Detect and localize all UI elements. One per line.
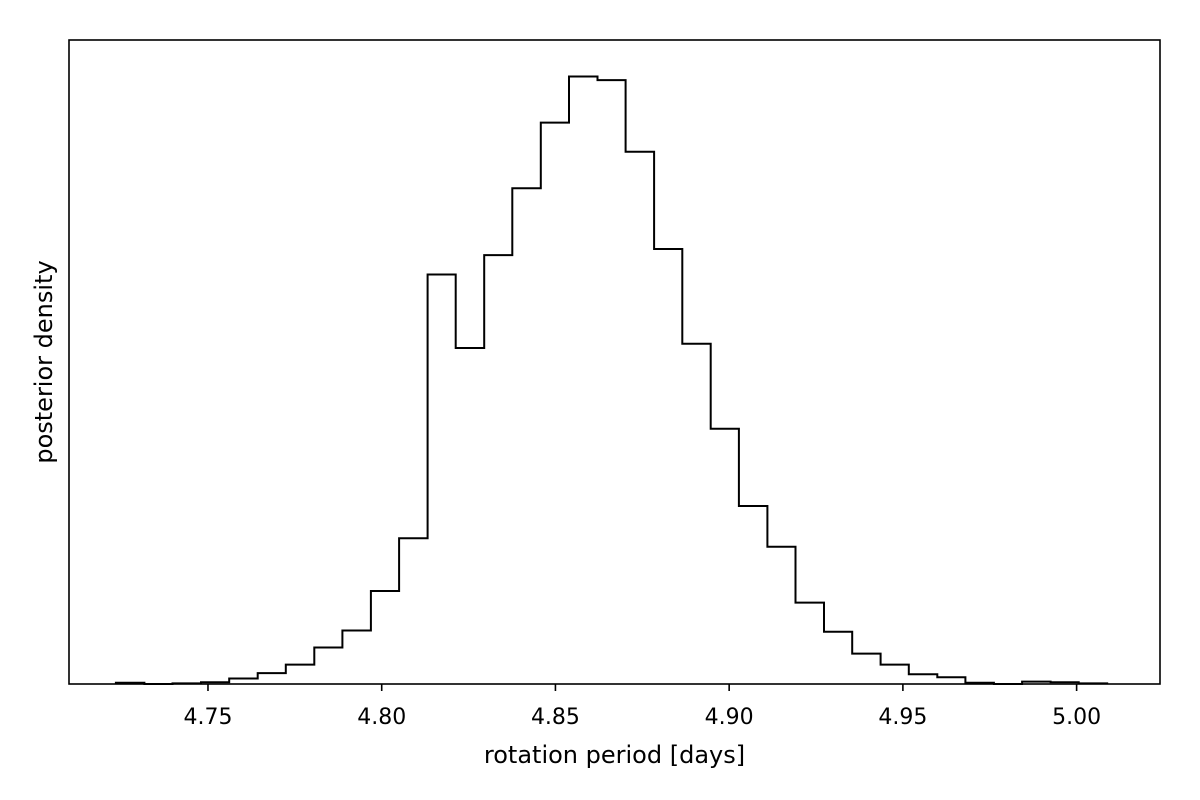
axes-frame (68, 39, 1161, 685)
plot-area (114, 75, 1109, 685)
x-tick-label: 4.80 (357, 705, 406, 730)
x-tick-label: 5.00 (1052, 705, 1101, 730)
x-axis-ticks: 4.75 4.80 4.85 4.90 4.95 5.00 (183, 684, 1101, 730)
histogram-step-line (114, 75, 1109, 685)
x-tick-label: 4.95 (878, 705, 927, 730)
x-axis-label: rotation period [days] (484, 741, 745, 769)
x-tick-label: 4.75 (183, 705, 232, 730)
x-tick-label: 4.90 (705, 705, 754, 730)
x-tick-label: 4.85 (531, 705, 580, 730)
y-axis-label: posterior density (30, 260, 58, 463)
